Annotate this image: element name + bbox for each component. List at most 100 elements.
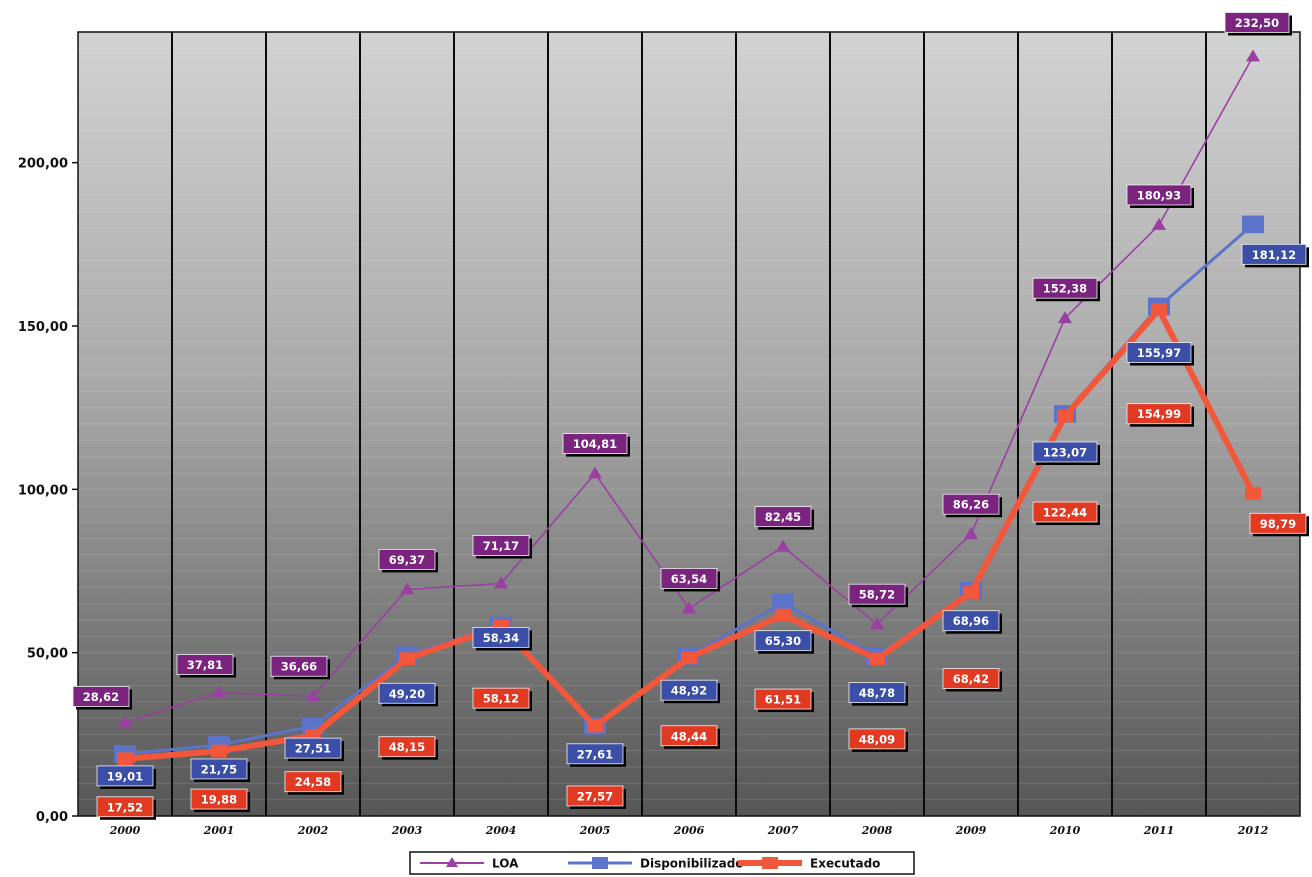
legend-swatch-marker — [762, 857, 778, 869]
data-label: 19,01 — [107, 769, 143, 783]
data-label: 61,51 — [765, 693, 801, 707]
data-point — [963, 586, 979, 599]
data-label: 21,75 — [201, 762, 237, 776]
data-label-box — [848, 682, 906, 704]
data-label-box — [96, 765, 154, 787]
data-label: 181,12 — [1252, 248, 1296, 262]
data-label: 36,66 — [281, 660, 317, 674]
data-label-box — [660, 568, 718, 589]
data-label-box — [562, 433, 628, 455]
data-label: 63,54 — [671, 572, 707, 586]
data-label: 123,07 — [1043, 445, 1087, 459]
data-label: 48,09 — [859, 732, 895, 746]
data-point — [306, 689, 320, 702]
axes: 0,00 50,00 100,00 150,00 200,00 2000 2001 2002 2… — [18, 157, 1269, 837]
data-label: 152,38 — [1043, 282, 1087, 296]
x-tick-label: 2000 — [109, 824, 141, 837]
data-label-box — [566, 743, 624, 765]
legend: LOA Disponibilizado Executado — [409, 851, 915, 875]
x-tick-label: 2001 — [203, 824, 235, 837]
data-point — [212, 685, 226, 698]
x-tick-label: 2005 — [579, 824, 611, 837]
data-label-box — [1126, 403, 1192, 425]
x-tick-label: 2007 — [767, 824, 799, 837]
data-point — [870, 617, 884, 630]
data-point — [1246, 49, 1260, 62]
data-label: 24,58 — [295, 775, 331, 789]
data-label: 48,15 — [389, 740, 425, 754]
x-tick-label: 2009 — [955, 824, 987, 837]
data-label-box — [1126, 342, 1192, 363]
data-label-box — [660, 679, 718, 701]
x-tick-label: 2002 — [297, 824, 329, 837]
data-label: 58,12 — [483, 692, 519, 706]
data-label-box — [284, 737, 342, 759]
data-label-box — [190, 758, 248, 780]
data-label: 104,81 — [573, 437, 617, 451]
data-point — [1152, 217, 1166, 230]
data-label-box — [754, 688, 812, 710]
data-point — [681, 651, 697, 665]
data-point — [494, 576, 508, 589]
data-label: 48,78 — [859, 686, 895, 700]
data-label-box — [754, 506, 812, 528]
data-label-box — [1224, 12, 1290, 33]
data-point — [1245, 486, 1261, 500]
data-point — [1242, 215, 1264, 234]
x-tick-label: 2003 — [391, 824, 423, 837]
data-label-box — [942, 493, 1000, 515]
data-label: 71,17 — [483, 539, 519, 553]
data-label-box — [1032, 501, 1098, 523]
data-point — [869, 652, 885, 666]
data-point — [587, 719, 603, 733]
data-label: 154,99 — [1137, 407, 1181, 421]
data-label: 69,37 — [389, 553, 425, 567]
data-label-box — [472, 627, 530, 648]
legend-label: LOA — [492, 857, 519, 871]
data-label: 48,44 — [671, 729, 707, 743]
data-label: 49,20 — [389, 687, 425, 701]
data-point — [776, 539, 790, 552]
legend-box — [409, 851, 915, 875]
data-label-box — [660, 725, 718, 747]
data-label: 82,45 — [765, 510, 801, 524]
data-label: 68,96 — [953, 614, 989, 628]
data-point — [400, 582, 414, 595]
data-point — [1058, 311, 1072, 324]
data-point — [211, 744, 227, 758]
data-label-box — [1126, 184, 1192, 206]
data-label-box — [378, 548, 436, 570]
data-label: 68,42 — [953, 672, 989, 686]
data-label-box — [848, 583, 906, 605]
y-tick-label: 200,00 — [18, 157, 68, 172]
data-label: 19,88 — [201, 793, 237, 807]
data-label-box — [1032, 441, 1098, 463]
data-label: 27,51 — [295, 742, 331, 756]
data-label: 122,44 — [1043, 506, 1087, 520]
data-label-box — [378, 682, 436, 704]
data-label: 48,92 — [671, 684, 707, 698]
data-label-box — [848, 728, 906, 750]
data-label: 27,61 — [577, 747, 613, 761]
legend-label: Executado — [810, 857, 880, 871]
data-point — [588, 466, 602, 479]
y-tick-label: 150,00 — [18, 320, 68, 335]
x-tick-label: 2004 — [485, 824, 517, 837]
data-point — [775, 608, 791, 622]
data-label-box — [190, 788, 248, 810]
data-label: 58,34 — [483, 631, 519, 645]
data-point — [117, 752, 133, 766]
data-point — [399, 652, 415, 666]
data-label: 17,52 — [107, 800, 143, 814]
x-tick-label: 2006 — [673, 824, 705, 837]
data-label-box — [472, 535, 530, 556]
data-label-box — [176, 654, 234, 675]
data-label-box — [1249, 512, 1307, 534]
data-label-box — [378, 736, 436, 758]
data-label-box — [1241, 243, 1307, 265]
data-label: 98,79 — [1260, 517, 1296, 531]
legend-label: Disponibilizado — [640, 857, 744, 871]
data-label: 232,50 — [1235, 16, 1279, 30]
legend-swatch-marker — [446, 857, 458, 867]
